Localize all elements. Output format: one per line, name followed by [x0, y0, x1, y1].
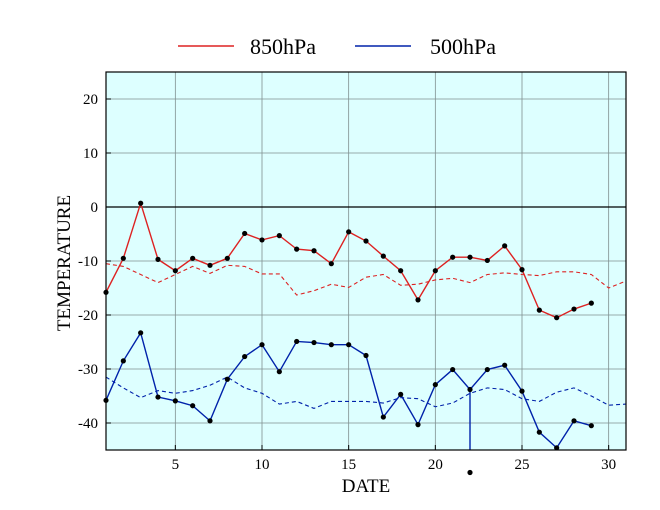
- data-point: [120, 255, 126, 261]
- data-point: [519, 267, 525, 273]
- data-point: [294, 246, 300, 252]
- climatology-line: [106, 376, 626, 410]
- y-tick-label: -10: [78, 254, 98, 270]
- data-point: [571, 306, 577, 312]
- data-point: [120, 358, 126, 364]
- data-point: [380, 414, 386, 420]
- y-tick-label: 10: [83, 146, 98, 162]
- y-tick-label: 20: [83, 92, 98, 108]
- data-point: [259, 237, 265, 243]
- data-point: [415, 297, 421, 303]
- climatology-lines: [106, 263, 626, 410]
- y-axis-label: TEMPERATURE: [54, 195, 75, 331]
- data-point: [311, 248, 317, 254]
- data-points: [103, 200, 594, 476]
- data-point: [536, 307, 542, 313]
- data-point: [190, 255, 196, 261]
- climatology-line: [106, 263, 626, 296]
- data-point: [207, 418, 213, 424]
- x-tick-label: 20: [428, 457, 443, 473]
- x-tick-label: 10: [255, 457, 270, 473]
- data-point: [172, 268, 178, 274]
- data-point: [224, 255, 230, 261]
- data-point: [346, 229, 352, 235]
- data-point: [155, 256, 161, 262]
- data-point: [536, 429, 542, 435]
- data-point: [398, 391, 404, 397]
- data-point: [363, 352, 369, 359]
- data-point: [276, 233, 282, 239]
- data-point: [190, 403, 196, 409]
- data-point: [588, 423, 594, 429]
- data-point: [502, 243, 508, 249]
- data-point: [450, 366, 456, 373]
- x-tick-label: 30: [601, 457, 616, 473]
- legend-label: 850hPa: [250, 34, 316, 59]
- data-point: [519, 388, 525, 394]
- data-point: [450, 254, 456, 260]
- data-point: [138, 200, 144, 206]
- data-point: [484, 257, 490, 264]
- legend: 850hPa 500hPa: [178, 34, 496, 59]
- data-point: [380, 253, 386, 259]
- data-point: [311, 339, 317, 346]
- data-point: [363, 238, 369, 244]
- x-axis-ticks: 5 10 15 20 25 30: [172, 445, 616, 473]
- legend-label: 500hPa: [430, 34, 496, 59]
- data-point: [242, 353, 248, 360]
- data-point: [328, 261, 334, 267]
- x-tick-label: 25: [515, 457, 530, 473]
- x-tick-label: 5: [172, 457, 180, 473]
- x-axis-label: DATE: [342, 476, 391, 497]
- data-point: [398, 268, 404, 274]
- data-point: [155, 394, 161, 400]
- data-point: [554, 315, 560, 321]
- data-point: [467, 469, 473, 476]
- data-point: [571, 418, 577, 424]
- data-point: [467, 386, 473, 393]
- y-tick-label: -40: [78, 416, 98, 432]
- data-point: [224, 376, 230, 382]
- data-point: [294, 338, 300, 345]
- data-point: [328, 342, 334, 348]
- data-point: [554, 445, 560, 451]
- y-axis-ticks: -40 -30 -20 -10 0 10 20: [78, 92, 111, 432]
- data-point: [172, 398, 178, 404]
- data-point: [207, 262, 213, 268]
- data-point: [502, 362, 508, 368]
- data-point: [432, 268, 438, 274]
- data-point: [259, 342, 265, 348]
- data-point: [242, 230, 248, 237]
- y-tick-label: 0: [91, 200, 99, 216]
- y-tick-label: -20: [78, 308, 98, 324]
- data-point: [276, 369, 282, 375]
- grid: [106, 72, 626, 450]
- data-point: [346, 342, 352, 348]
- x-tick-label: 15: [341, 457, 356, 473]
- data-point: [484, 366, 490, 373]
- data-point: [415, 422, 421, 428]
- data-point: [588, 300, 594, 306]
- data-point: [467, 254, 473, 260]
- data-point: [432, 382, 438, 388]
- y-tick-label: -30: [78, 362, 98, 378]
- data-point: [138, 330, 144, 336]
